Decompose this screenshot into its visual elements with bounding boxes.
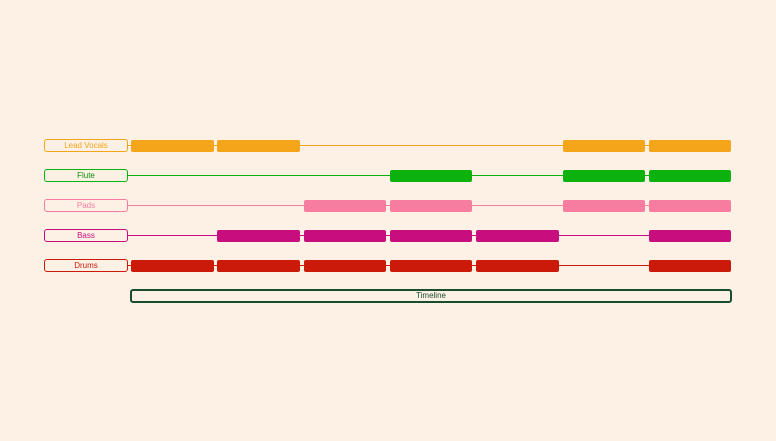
clip (648, 229, 732, 242)
clip (476, 259, 559, 272)
clip (476, 229, 559, 242)
clip (217, 139, 300, 152)
clip (562, 139, 645, 152)
clip (217, 259, 300, 272)
track-label: Pads (44, 199, 128, 212)
clip (303, 229, 387, 242)
track-label: Lead Vocals (44, 139, 128, 152)
clip (131, 259, 214, 272)
clip (648, 259, 732, 272)
clip (562, 169, 645, 182)
clip (648, 139, 732, 152)
clip (303, 259, 387, 272)
clip (389, 229, 473, 242)
clip (648, 199, 732, 212)
track-label: Drums (44, 259, 128, 272)
clip (562, 199, 645, 212)
clip (389, 259, 473, 272)
timeline-label: Timeline (416, 291, 446, 300)
clip (303, 199, 387, 212)
clip (217, 229, 300, 242)
track-line (128, 145, 731, 146)
clip (648, 169, 732, 182)
timeline-bar: Timeline (130, 289, 732, 303)
clip (389, 199, 473, 212)
track-label: Bass (44, 229, 128, 242)
clip (389, 169, 473, 182)
clip (131, 139, 214, 152)
track-label: Flute (44, 169, 128, 182)
